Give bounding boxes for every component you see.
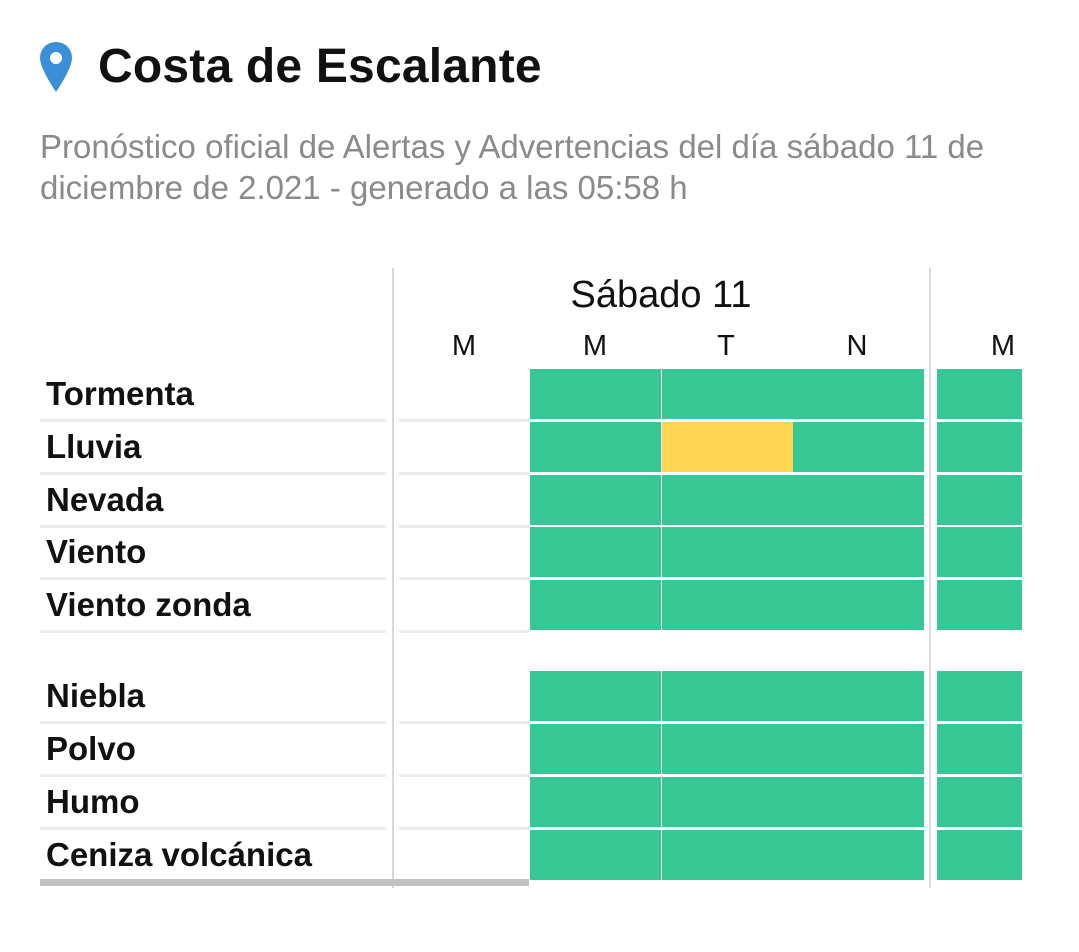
row-divider (40, 721, 386, 724)
alert-level-cell[interactable] (937, 724, 1022, 774)
row-divider (40, 827, 386, 830)
row-divider (399, 774, 529, 777)
row-label: Viento (46, 533, 147, 570)
alert-level-cell[interactable] (793, 369, 924, 419)
row-divider (399, 577, 529, 580)
alert-level-cell[interactable] (530, 527, 661, 577)
alert-level-cell[interactable] (662, 475, 793, 525)
row-label: Ceniza volcánica (46, 836, 312, 873)
row-divider (399, 525, 529, 528)
table-bottom-bar (40, 879, 529, 886)
location-header: Costa de Escalante (38, 40, 542, 94)
alert-level-cell[interactable] (530, 724, 661, 774)
period-label: T (717, 330, 735, 362)
alert-level-cell[interactable] (662, 671, 793, 721)
alert-level-cell[interactable] (937, 422, 1022, 472)
alert-level-cell[interactable] (937, 475, 1022, 525)
period-label: M (582, 330, 608, 362)
row-divider (40, 419, 386, 422)
row-divider (399, 472, 529, 475)
divider-line (929, 268, 931, 888)
alert-level-cell[interactable] (937, 671, 1022, 721)
row-divider (399, 827, 529, 830)
row-divider (40, 577, 386, 580)
alert-level-cell[interactable] (662, 724, 793, 774)
alert-level-cell[interactable] (662, 527, 793, 577)
row-divider (40, 525, 386, 528)
row-divider (40, 630, 386, 633)
row-label: Viento zonda (46, 586, 251, 623)
alert-level-cell[interactable] (530, 830, 661, 880)
row-divider (399, 630, 529, 633)
row-label: Niebla (46, 677, 146, 714)
period-label: N (846, 330, 868, 362)
row-label: Polvo (46, 730, 136, 767)
alert-level-cell[interactable] (530, 777, 661, 827)
period-label: M (990, 330, 1016, 362)
page-title: Costa de Escalante (98, 40, 542, 93)
alert-level-cell[interactable] (662, 369, 793, 419)
alert-level-cell[interactable] (793, 475, 924, 525)
alert-level-cell[interactable] (793, 580, 924, 630)
alert-level-cell[interactable] (793, 724, 924, 774)
day-label: Sábado 11 (570, 274, 752, 316)
alert-level-cell[interactable] (937, 580, 1022, 630)
alert-level-cell[interactable] (530, 475, 661, 525)
row-divider (399, 721, 529, 724)
alert-level-cell[interactable] (530, 369, 661, 419)
alert-level-cell[interactable] (793, 671, 924, 721)
alert-level-cell[interactable] (530, 580, 661, 630)
row-label: Nevada (46, 481, 164, 518)
map-pin-icon (40, 42, 72, 92)
alert-level-cell[interactable] (662, 830, 793, 880)
divider-line (392, 268, 394, 888)
alert-level-cell[interactable] (793, 777, 924, 827)
alert-level-cell[interactable] (937, 777, 1022, 827)
alert-level-cell[interactable] (793, 830, 924, 880)
row-divider (40, 472, 386, 475)
row-divider (40, 774, 386, 777)
alert-level-cell[interactable] (937, 527, 1022, 577)
row-label: Tormenta (46, 375, 194, 412)
row-label: Lluvia (46, 428, 142, 465)
row-label: Humo (46, 783, 140, 820)
alert-level-cell[interactable] (793, 527, 924, 577)
alert-level-cell[interactable] (662, 777, 793, 827)
row-divider (399, 419, 529, 422)
alert-level-cell[interactable] (662, 422, 793, 472)
alert-level-cell[interactable] (937, 830, 1022, 880)
alert-level-cell[interactable] (662, 580, 793, 630)
alert-level-cell[interactable] (937, 369, 1022, 419)
period-label: M (451, 330, 477, 362)
alert-level-cell[interactable] (530, 422, 661, 472)
alert-level-cell[interactable] (530, 671, 661, 721)
alert-level-cell[interactable] (793, 422, 924, 472)
forecast-subtitle: Pronóstico oficial de Alertas y Adverten… (40, 128, 985, 206)
